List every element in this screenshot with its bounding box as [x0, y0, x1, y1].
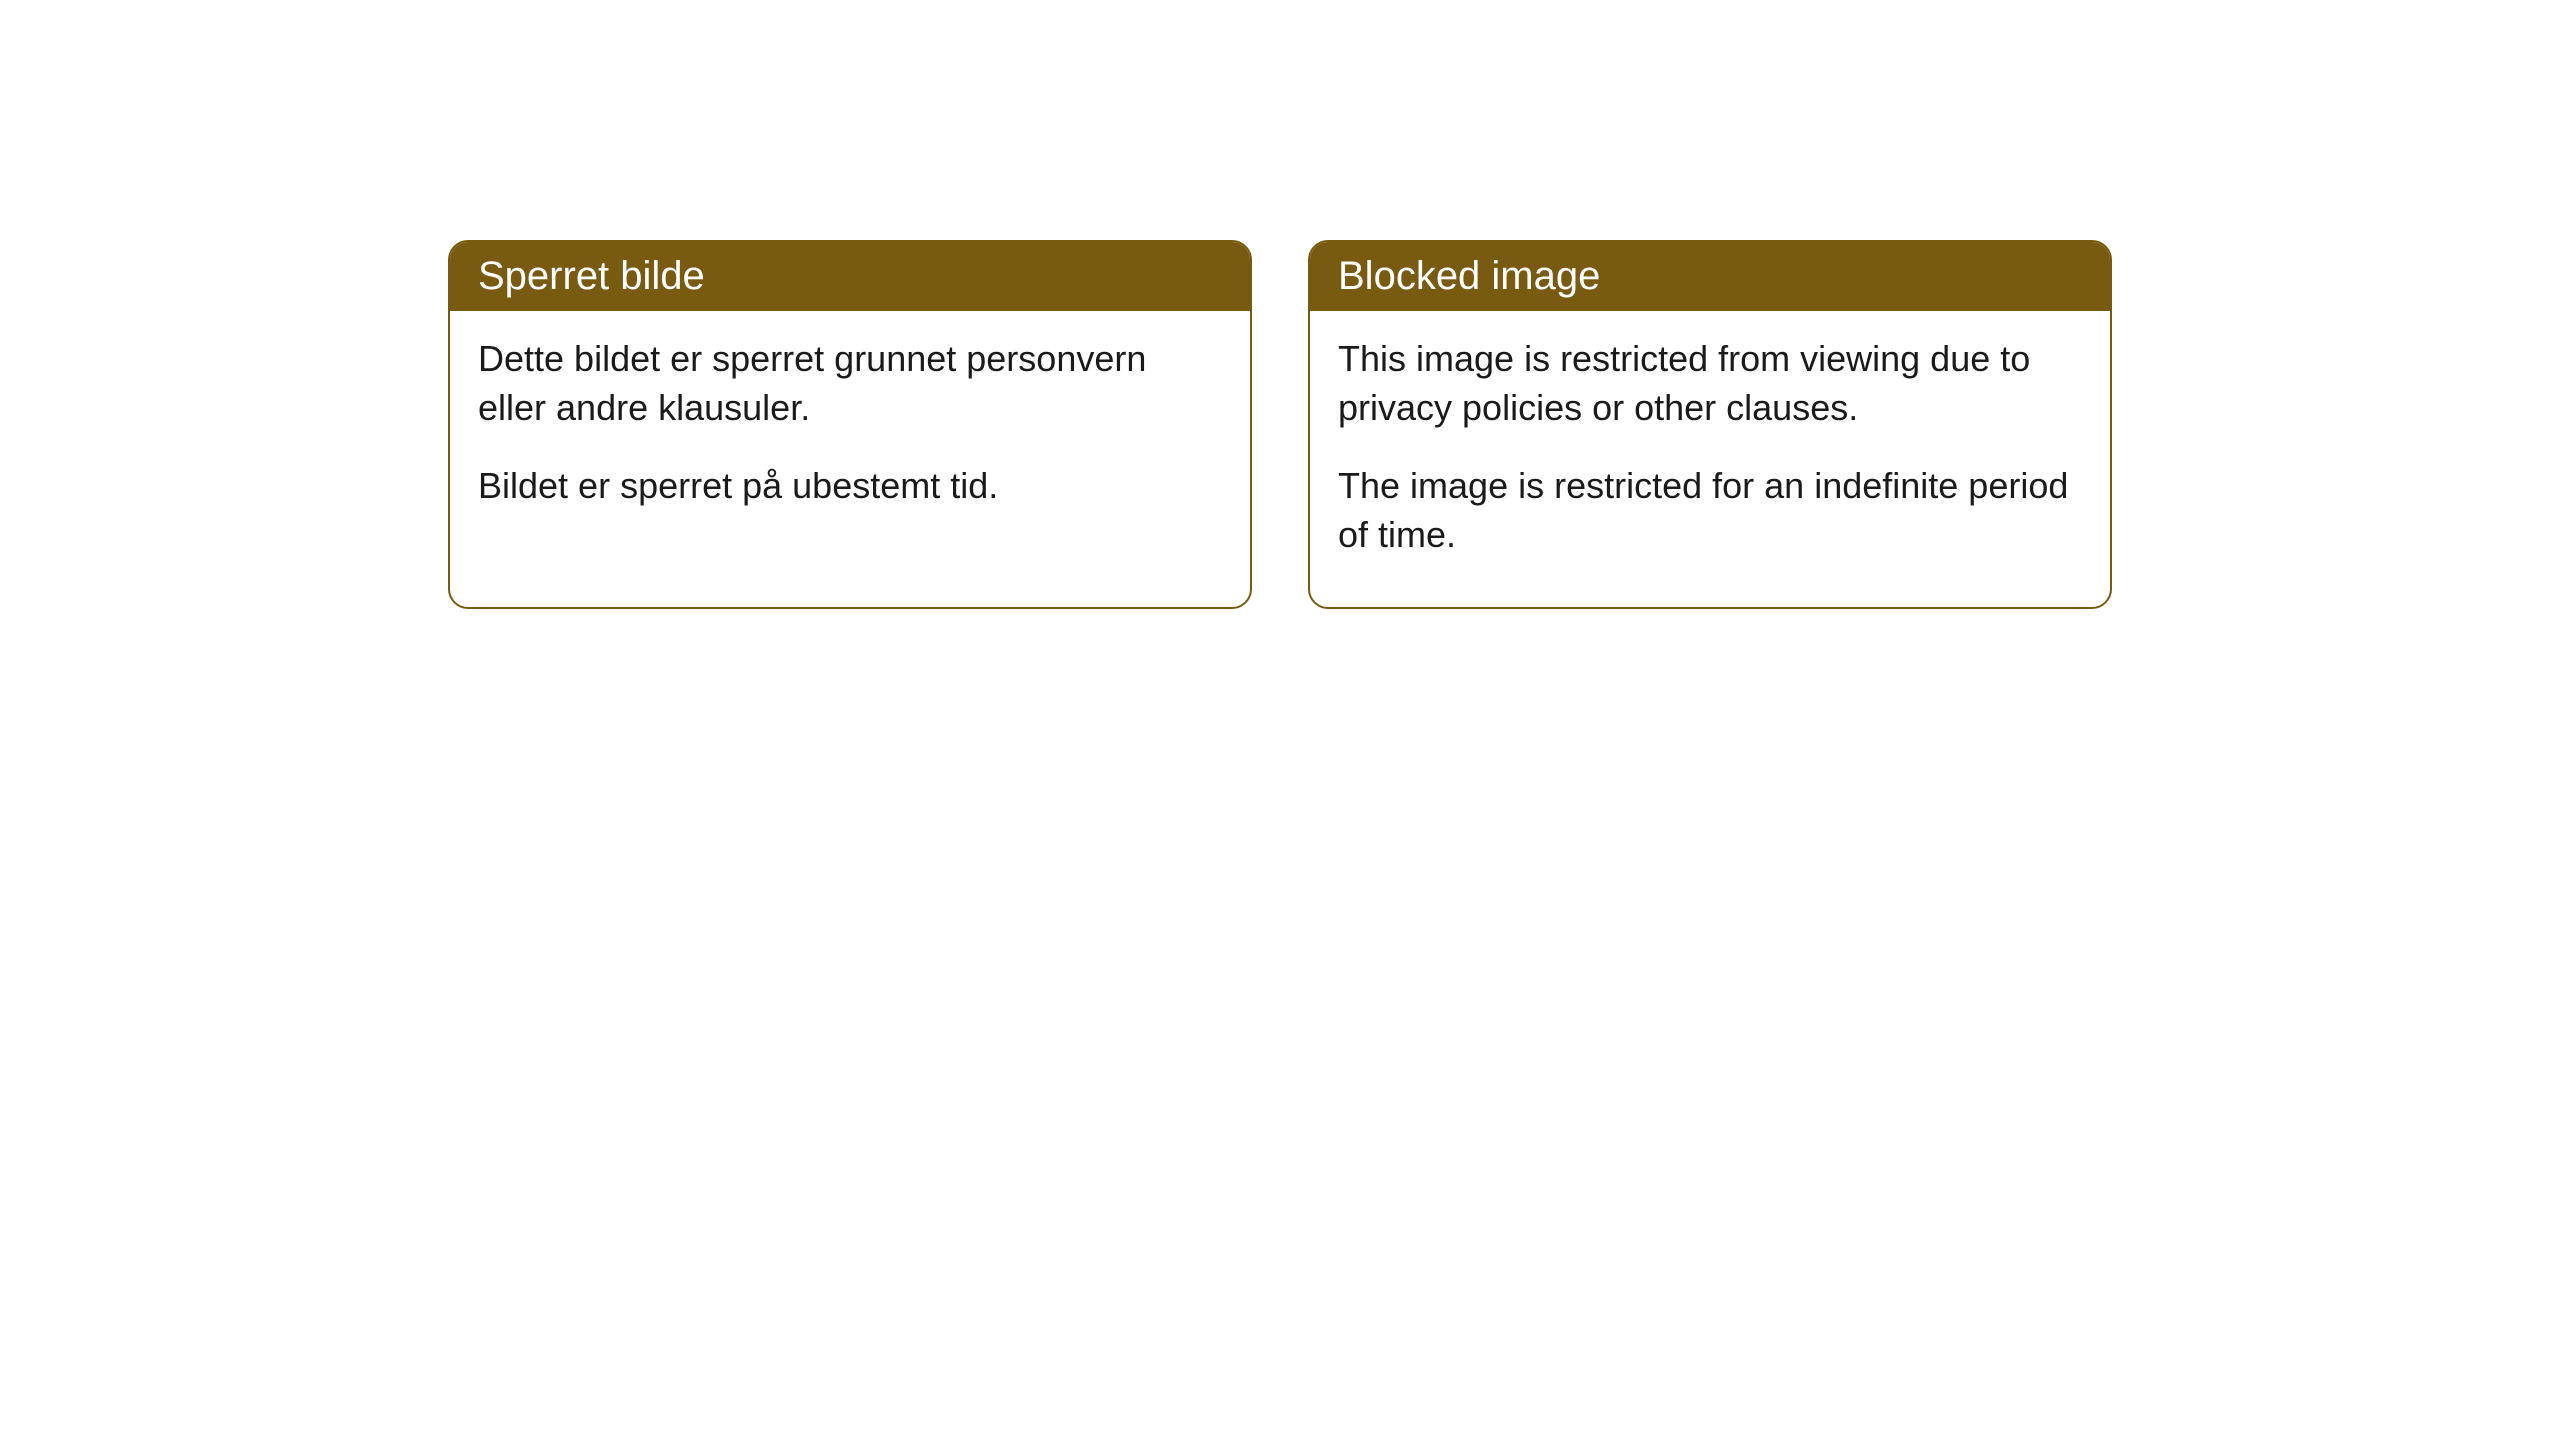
card-title: Blocked image: [1338, 254, 1600, 298]
notice-card-english: Blocked image This image is restricted f…: [1308, 240, 2112, 609]
card-paragraph-1: This image is restricted from viewing du…: [1338, 335, 2082, 432]
card-header-norwegian: Sperret bilde: [450, 242, 1250, 311]
card-body-norwegian: Dette bildet er sperret grunnet personve…: [450, 311, 1250, 559]
card-paragraph-2: Bildet er sperret på ubestemt tid.: [478, 462, 1222, 511]
card-title: Sperret bilde: [478, 254, 705, 298]
notice-cards-container: Sperret bilde Dette bildet er sperret gr…: [448, 240, 2112, 609]
card-header-english: Blocked image: [1310, 242, 2110, 311]
card-paragraph-2: The image is restricted for an indefinit…: [1338, 462, 2082, 559]
card-paragraph-1: Dette bildet er sperret grunnet personve…: [478, 335, 1222, 432]
notice-card-norwegian: Sperret bilde Dette bildet er sperret gr…: [448, 240, 1252, 609]
card-body-english: This image is restricted from viewing du…: [1310, 311, 2110, 607]
